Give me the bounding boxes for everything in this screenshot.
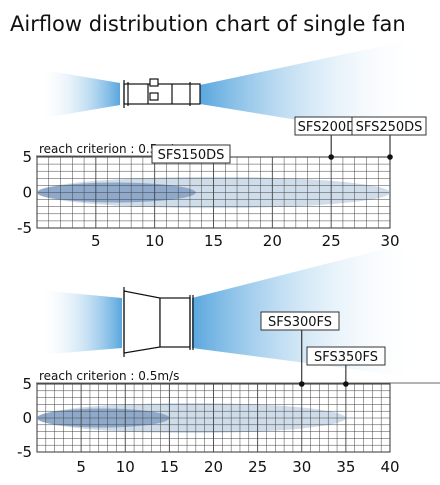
- fan-2-illustration: [38, 240, 420, 378]
- fan-1-illustration: [38, 38, 420, 140]
- fan-1-body: [123, 78, 201, 108]
- x-tick-label: 5: [76, 458, 86, 476]
- page-title: Airflow distribution chart of single fan: [10, 12, 406, 36]
- x-tick-label: 15: [204, 232, 223, 250]
- x-tick-label: 25: [322, 232, 341, 250]
- model-label: SFS350FS: [314, 350, 378, 365]
- chart-1: reach criterion : 0.5m/s 5 0 -5 5 10 15 20 25 30 S…: [17, 116, 427, 250]
- x-tick-label: 10: [145, 232, 164, 250]
- y-tick-label: 0: [22, 409, 32, 427]
- reach-point-marker: [298, 381, 305, 387]
- model-label-box: [260, 311, 340, 331]
- model-label: SFS200DS: [298, 120, 365, 135]
- reach-point-marker: [343, 381, 349, 387]
- model-label: SFS150DS: [158, 148, 225, 163]
- chart-2: reach criterion : 0.5m/s 5 0 -5 5 10 15 20 25 30 3…: [17, 311, 440, 476]
- x-tick-label: 30: [380, 232, 399, 250]
- x-tick-label: 5: [91, 232, 101, 250]
- x-tick-label: 20: [263, 232, 282, 250]
- model-label: SFS300FS: [268, 315, 332, 330]
- reach-point-marker: [328, 154, 334, 160]
- x-tick-label: 10: [116, 458, 135, 476]
- model-label-box: [351, 116, 427, 136]
- x-tick-label: 25: [248, 458, 267, 476]
- reach-criterion-label: reach criterion : 0.5m/s: [39, 369, 179, 383]
- x-tick-label: 40: [380, 458, 399, 476]
- y-tick-label: -5: [17, 443, 32, 461]
- x-tick-label: 20: [204, 458, 223, 476]
- y-tick-label: 5: [22, 375, 32, 393]
- x-tick-label: 15: [160, 458, 179, 476]
- x-tick-label: 30: [292, 458, 311, 476]
- y-tick-label: 5: [22, 148, 32, 166]
- y-tick-label: -5: [17, 219, 32, 237]
- model-label: SFS250DS: [356, 120, 423, 135]
- y-tick-label: 0: [22, 184, 32, 202]
- model-label-box: [151, 144, 231, 164]
- fan-2-body: [123, 287, 194, 357]
- x-tick-label: 35: [336, 458, 355, 476]
- model-label-box: [306, 346, 386, 366]
- reach-point-marker: [387, 154, 393, 160]
- reach-criterion-label: reach criterion : 0.5m/s: [39, 142, 179, 156]
